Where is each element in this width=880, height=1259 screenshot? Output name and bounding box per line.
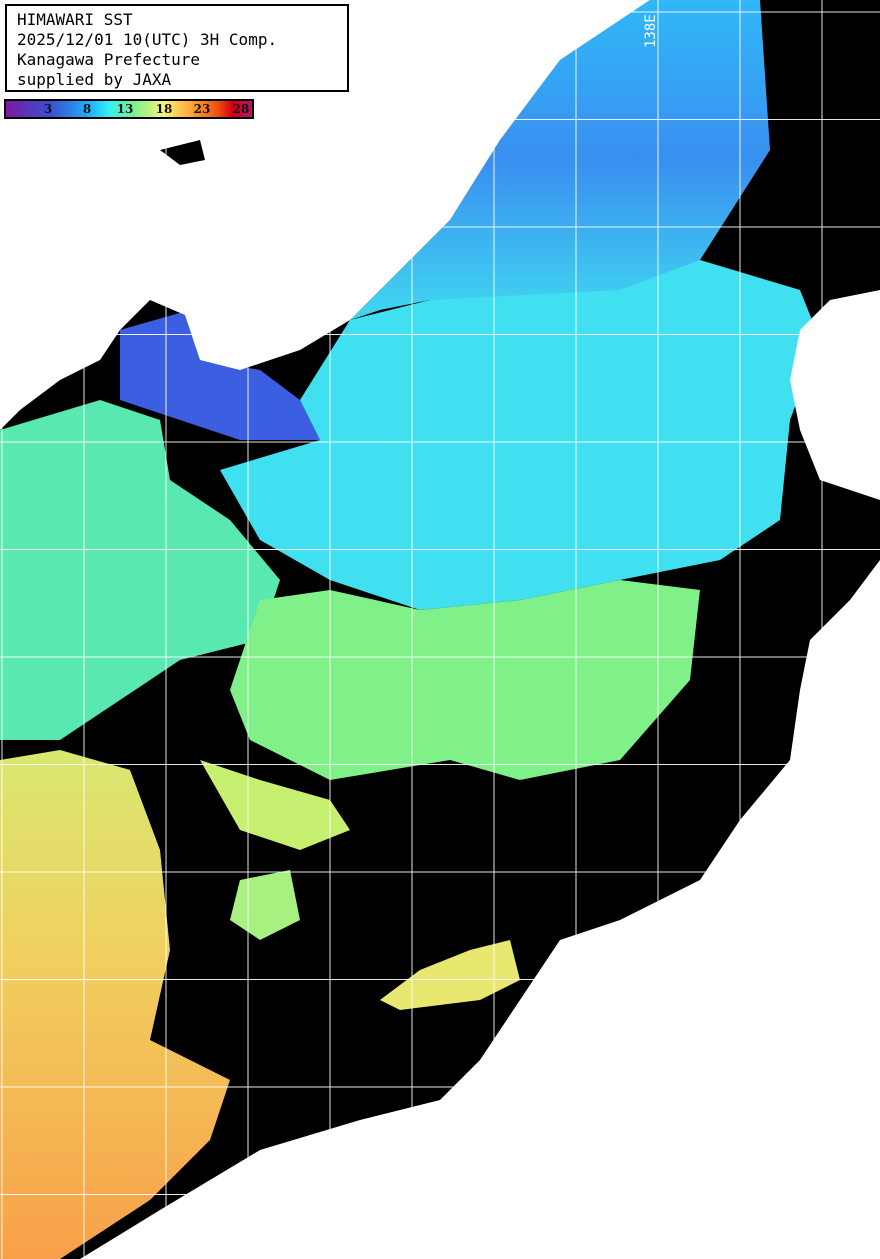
credit-line: supplied by JAXA bbox=[17, 70, 172, 89]
title-line: HIMAWARI SST bbox=[17, 10, 133, 29]
scale-tick: 8 bbox=[82, 102, 92, 116]
sea-warm-southwest bbox=[0, 750, 230, 1259]
sea-green-patch bbox=[200, 760, 350, 850]
sea-green-central bbox=[230, 580, 700, 780]
sea-blue-patch bbox=[120, 310, 320, 440]
scale-tick: 13 bbox=[116, 102, 134, 116]
longitude-label: 138E bbox=[643, 14, 659, 48]
title-box: HIMAWARI SST 2025/12/01 10(UTC) 3H Comp.… bbox=[5, 4, 349, 92]
sea-cold-north bbox=[350, 0, 770, 320]
scale-tick: 28 bbox=[232, 102, 250, 116]
color-scale-bar: 3 8 13 18 23 28 bbox=[4, 99, 254, 119]
scale-tick: 23 bbox=[193, 102, 211, 116]
land-east bbox=[80, 290, 880, 1259]
sea-teal-west bbox=[0, 400, 280, 740]
cloud-mask-northwest bbox=[160, 140, 205, 165]
scale-tick: 18 bbox=[155, 102, 173, 116]
sea-green-patch bbox=[230, 870, 300, 940]
region-line: Kanagawa Prefecture bbox=[17, 50, 201, 69]
sea-cyan-central bbox=[220, 260, 820, 610]
sea-yellow-patch bbox=[380, 940, 520, 1010]
scale-tick: 3 bbox=[43, 102, 53, 116]
date-line: 2025/12/01 10(UTC) 3H Comp. bbox=[17, 30, 278, 49]
